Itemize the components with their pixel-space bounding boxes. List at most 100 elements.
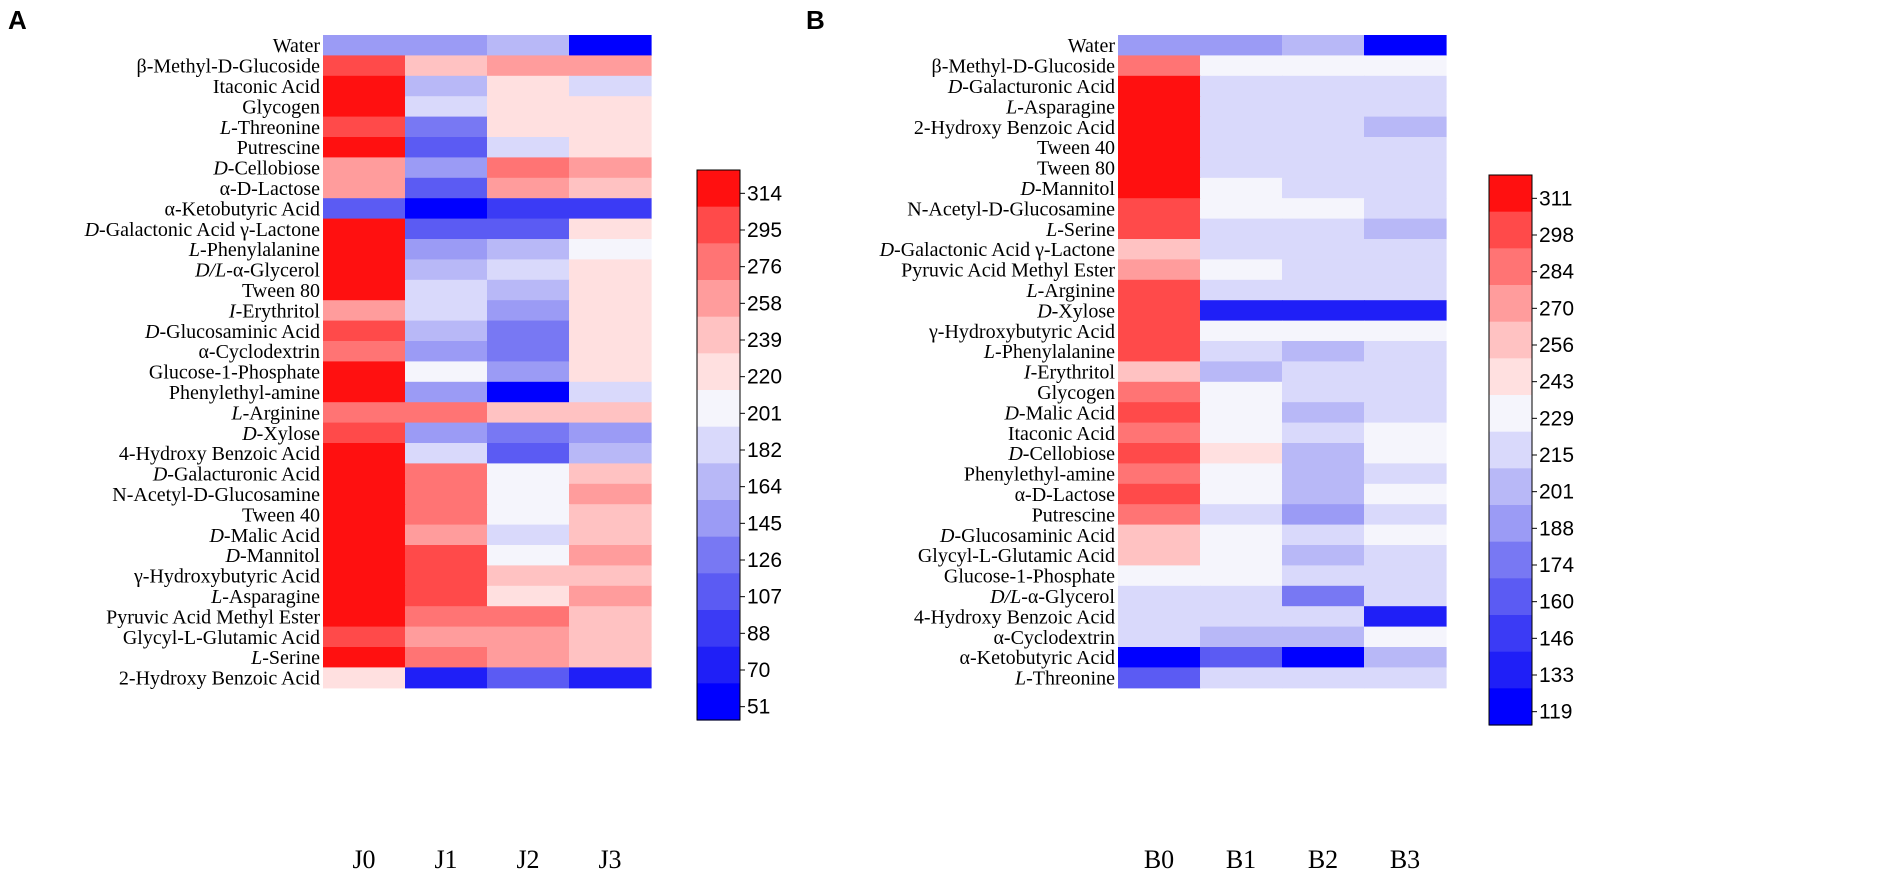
heatmap-cell-b-hydroxybutyric-acid-b2 — [1282, 320, 1365, 342]
heatmap-cell-b-d-xylose-b1 — [1200, 300, 1283, 322]
heatmap-cell-b-glycyl-l-glutamic-acid-b1 — [1200, 545, 1283, 566]
heatmap-cell-b-d-cellobiose-b3 — [1364, 443, 1447, 464]
row-label-a-d-lactose: α-D-Lactose — [220, 178, 321, 200]
colorbar-tick-a-70: 70 — [747, 659, 770, 682]
colorbar-segment-a-4 — [697, 280, 740, 318]
heatmap-cell-a-ketobutyric-acid-j2 — [487, 198, 570, 220]
heatmap-cell-a-2-hydroxy-benzoic-acid-j2 — [487, 667, 570, 689]
heatmap-cell-a-d-mannitol-j3 — [569, 545, 652, 566]
heatmap-cell-a-pyruvic-acid-methyl-ester-j0 — [323, 606, 406, 628]
heatmap-cell-b-cyclodextrin-b2 — [1282, 626, 1365, 648]
heatmap-cell-a-l-phenylalanine-j1 — [405, 239, 488, 260]
heatmap-cell-a-d-lactose-j3 — [569, 177, 652, 199]
heatmap-cell-a-d-malic-acid-j0 — [323, 524, 406, 546]
heatmap-cell-a-d-cellobiose-j2 — [487, 157, 570, 179]
heatmap-cell-a-d-mannitol-j0 — [323, 545, 406, 566]
colorbar-tick-b-160: 160 — [1539, 591, 1574, 614]
heatmap-cell-b-d-galacturonic-acid-b2 — [1282, 75, 1365, 97]
row-label-a-n-acetyl-d-glucosamine: N-Acetyl-D-Glucosamine — [112, 484, 320, 506]
heatmap-cell-b-i-erythritol-b3 — [1364, 361, 1447, 383]
heatmap-cell-a-l-arginine-j2 — [487, 402, 570, 424]
heatmap-cell-a-glycyl-l-glutamic-acid-j0 — [323, 626, 406, 648]
heatmap-cell-a-methyl-d-glucoside-j3 — [569, 55, 652, 77]
heatmap-cell-a-l-phenylalanine-j2 — [487, 239, 570, 260]
heatmap-cell-b-hydroxybutyric-acid-b1 — [1200, 320, 1283, 342]
heatmap-cell-b-d-galacturonic-acid-b0 — [1118, 75, 1201, 97]
heatmap-cell-a-l-serine-j1 — [405, 647, 488, 668]
heatmap-cell-b-d-glucosaminic-acid-b2 — [1282, 524, 1365, 546]
row-label-b-i-erythritol: I-Erythritol — [1023, 362, 1116, 384]
heatmap-cell-b-2-hydroxy-benzoic-acid-b3 — [1364, 116, 1447, 138]
heatmap-cell-b-itaconic-acid-b3 — [1364, 422, 1447, 444]
colorbar-tick-b-215: 215 — [1539, 444, 1574, 467]
heatmap-cell-b-l-phenylalanine-b2 — [1282, 341, 1365, 362]
row-label-b-d-cellobiose: D-Cellobiose — [1007, 443, 1115, 465]
colorbar-segment-b-2 — [1489, 211, 1532, 249]
heatmap-cell-b-cyclodextrin-b0 — [1118, 626, 1201, 648]
heatmap-cell-b-putrescine-b1 — [1200, 504, 1283, 526]
heatmap-cell-a-putrescine-j2 — [487, 137, 570, 158]
heatmap-cell-a-d-galacturonic-acid-j1 — [405, 463, 488, 485]
heatmap-cell-b-d-cellobiose-b1 — [1200, 443, 1283, 464]
heatmap-cell-a-itaconic-acid-j1 — [405, 75, 488, 97]
heatmap-cell-a-methyl-d-glucoside-j1 — [405, 55, 488, 77]
heatmap-cell-b-ketobutyric-acid-b1 — [1200, 647, 1283, 668]
heatmap-cell-b-tween-40-b0 — [1118, 137, 1201, 158]
heatmap-cell-a-d-glucosaminic-acid-j1 — [405, 320, 488, 342]
colorbar-tick-b-174: 174 — [1539, 554, 1574, 577]
heatmap-cell-b-glycogen-b2 — [1282, 381, 1365, 403]
heatmap-cell-a-4-hydroxy-benzoic-acid-j1 — [405, 443, 488, 464]
colorbar-tick-b-119: 119 — [1539, 701, 1572, 724]
heatmap-cell-a-tween-80-j2 — [487, 279, 570, 301]
heatmap-cell-a-glucose-1-phosphate-j0 — [323, 361, 406, 383]
row-label-a-ketobutyric-acid: α-Ketobutyric Acid — [165, 198, 320, 220]
heatmap-cell-a-phenylethyl-amine-j1 — [405, 381, 488, 403]
row-label-a-tween-80: Tween 80 — [242, 280, 320, 302]
heatmap-cell-b-2-hydroxy-benzoic-acid-b1 — [1200, 116, 1283, 138]
heatmap-cell-a-i-erythritol-j1 — [405, 300, 488, 322]
heatmap-cell-b-d-glucosaminic-acid-b1 — [1200, 524, 1283, 546]
heatmap-cell-a-l-phenylalanine-j0 — [323, 239, 406, 260]
heatmap-cell-b-tween-40-b2 — [1282, 137, 1365, 158]
heatmap-cell-b-tween-80-b2 — [1282, 157, 1365, 179]
heatmap-cell-b-4-hydroxy-benzoic-acid-b0 — [1118, 606, 1201, 628]
heatmap-cell-b-glycogen-b0 — [1118, 381, 1201, 403]
colorbar-tick-a-314: 314 — [747, 182, 782, 205]
colorbar-segment-b-5 — [1489, 321, 1532, 359]
heatmap-cell-a-glucose-1-phosphate-j2 — [487, 361, 570, 383]
heatmap-cell-b-l-asparagine-b1 — [1200, 96, 1283, 118]
heatmap-cell-a-l-threonine-j3 — [569, 116, 652, 138]
heatmap-cell-a-d-lactose-j2 — [487, 177, 570, 199]
heatmap-cell-b-l-arginine-b3 — [1364, 279, 1447, 301]
row-label-b-tween-40: Tween 40 — [1037, 137, 1115, 159]
column-label-b2: B2 — [1308, 845, 1338, 874]
heatmap-cell-a-phenylethyl-amine-j0 — [323, 381, 406, 403]
heatmap-cell-b-d-mannitol-b3 — [1364, 177, 1447, 199]
row-label-a-hydroxybutyric-acid: γ-Hydroxybutyric Acid — [133, 566, 320, 588]
colorbar-tick-a-145: 145 — [747, 512, 782, 535]
heatmap-cell-b-i-erythritol-b2 — [1282, 361, 1365, 383]
colorbar-segment-a-12 — [697, 573, 740, 611]
row-label-a-glycogen: Glycogen — [242, 96, 320, 118]
heatmap-cell-b-itaconic-acid-b1 — [1200, 422, 1283, 444]
row-label-b-cyclodextrin: α-Cyclodextrin — [993, 627, 1115, 649]
heatmap-cell-b-putrescine-b0 — [1118, 504, 1201, 526]
colorbar-segment-a-13 — [697, 610, 740, 648]
row-label-a-glycyl-l-glutamic-acid: Glycyl-L-Glutamic Acid — [123, 627, 320, 649]
colorbar-segment-b-10 — [1489, 505, 1532, 543]
heatmap-cell-a-glycyl-l-glutamic-acid-j2 — [487, 626, 570, 648]
colorbar-tick-a-276: 276 — [747, 256, 782, 279]
heatmap-cell-b-d-galactonic-acid-lactone-b2 — [1282, 239, 1365, 260]
heatmap-cell-a-pyruvic-acid-methyl-ester-j3 — [569, 606, 652, 628]
heatmap-cell-b-glucose-1-phosphate-b3 — [1364, 565, 1447, 587]
heatmap-cell-b-water-b2 — [1282, 35, 1365, 56]
heatmap-cell-a-ketobutyric-acid-j0 — [323, 198, 406, 220]
heatmap-cell-b-d-l-glycerol-b0 — [1118, 585, 1201, 607]
row-label-b-l-threonine: L-Threonine — [1014, 668, 1115, 690]
heatmap-cell-a-itaconic-acid-j3 — [569, 75, 652, 97]
heatmap-cell-b-l-asparagine-b2 — [1282, 96, 1365, 118]
heatmap-cell-b-d-malic-acid-b3 — [1364, 402, 1447, 424]
heatmap-cell-b-n-acetyl-d-glucosamine-b3 — [1364, 198, 1447, 220]
heatmap-cell-a-d-lactose-j0 — [323, 177, 406, 199]
row-label-a-cyclodextrin: α-Cyclodextrin — [198, 341, 320, 363]
